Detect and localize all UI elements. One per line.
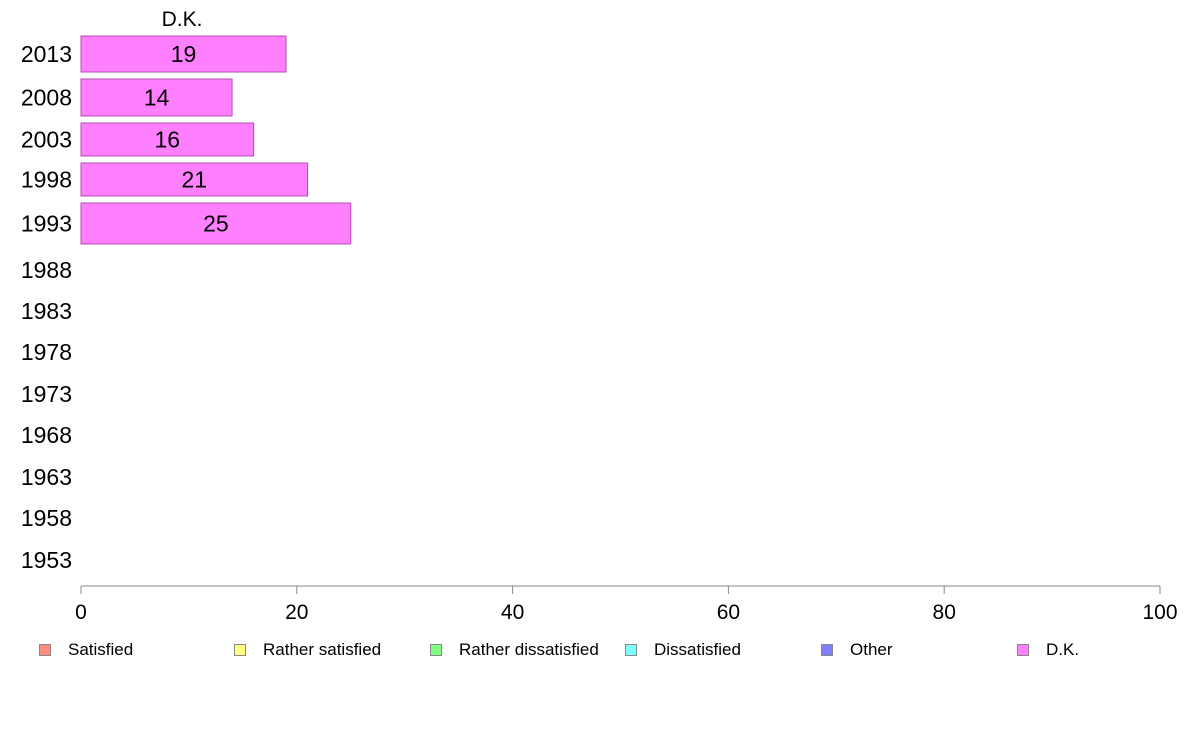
bar-segment xyxy=(80,78,233,117)
x-tick-label: 80 xyxy=(933,601,956,624)
data-label: 25 xyxy=(203,211,229,237)
legend-swatch xyxy=(1017,644,1029,656)
category-label: 1963 xyxy=(21,464,72,490)
category-labels: 2013 2008 2003 1998 1993 1988 1983 1978 1973 1968… xyxy=(21,41,72,573)
x-tick-label: 0 xyxy=(75,601,87,624)
legend-label: Satisfied xyxy=(68,640,134,659)
category-label: 1998 xyxy=(21,167,72,193)
category-label: 1953 xyxy=(21,547,72,573)
data-label: 21 xyxy=(181,167,207,193)
legend-label: Rather satisfied xyxy=(263,640,382,659)
x-tick-label: 40 xyxy=(501,601,524,624)
legend-item: Rather satisfied xyxy=(234,638,381,662)
legend-swatch xyxy=(234,644,246,656)
x-axis: 0 20 40 60 80 100 xyxy=(75,585,1178,624)
data-label: 14 xyxy=(144,85,170,111)
category-label: 1973 xyxy=(21,381,72,407)
category-label: 1978 xyxy=(21,339,72,365)
bar-segment xyxy=(80,202,352,245)
legend-label: Dissatisfied xyxy=(654,640,741,659)
legend-item: Rather dissatisfied xyxy=(430,638,599,662)
category-label: 2008 xyxy=(21,85,72,111)
legend-label: Rather dissatisfied xyxy=(459,640,599,659)
legend-swatch xyxy=(430,644,442,656)
category-label: 1993 xyxy=(21,211,72,237)
category-label: 1968 xyxy=(21,422,72,448)
legend-item: Dissatisfied xyxy=(625,638,741,662)
category-label: 1988 xyxy=(21,257,72,283)
column-header: D.K. xyxy=(162,8,203,31)
category-label: 2003 xyxy=(21,127,72,153)
legend-swatch xyxy=(625,644,637,656)
category-label: 1983 xyxy=(21,298,72,324)
x-tick-label: 100 xyxy=(1142,601,1177,624)
data-label: 19 xyxy=(171,41,197,67)
category-label: 2013 xyxy=(21,41,72,67)
data-label: 16 xyxy=(155,127,181,153)
legend-swatch xyxy=(821,644,833,656)
legend: Satisfied Rather satisfied Rather dissatis… xyxy=(0,638,1188,662)
bar-segment xyxy=(80,122,255,157)
x-tick-label: 20 xyxy=(285,601,308,624)
legend-label: D.K. xyxy=(1046,640,1080,659)
bar-segment xyxy=(80,35,287,73)
legend-item: Satisfied xyxy=(39,638,133,662)
x-tick-label: 60 xyxy=(717,601,740,624)
legend-label: Other xyxy=(850,640,893,659)
legend-item: Other xyxy=(821,638,893,662)
bar-segment xyxy=(80,162,309,197)
legend-item: D.K. xyxy=(1017,638,1079,662)
category-label: 1958 xyxy=(21,505,72,531)
legend-swatch xyxy=(39,644,51,656)
